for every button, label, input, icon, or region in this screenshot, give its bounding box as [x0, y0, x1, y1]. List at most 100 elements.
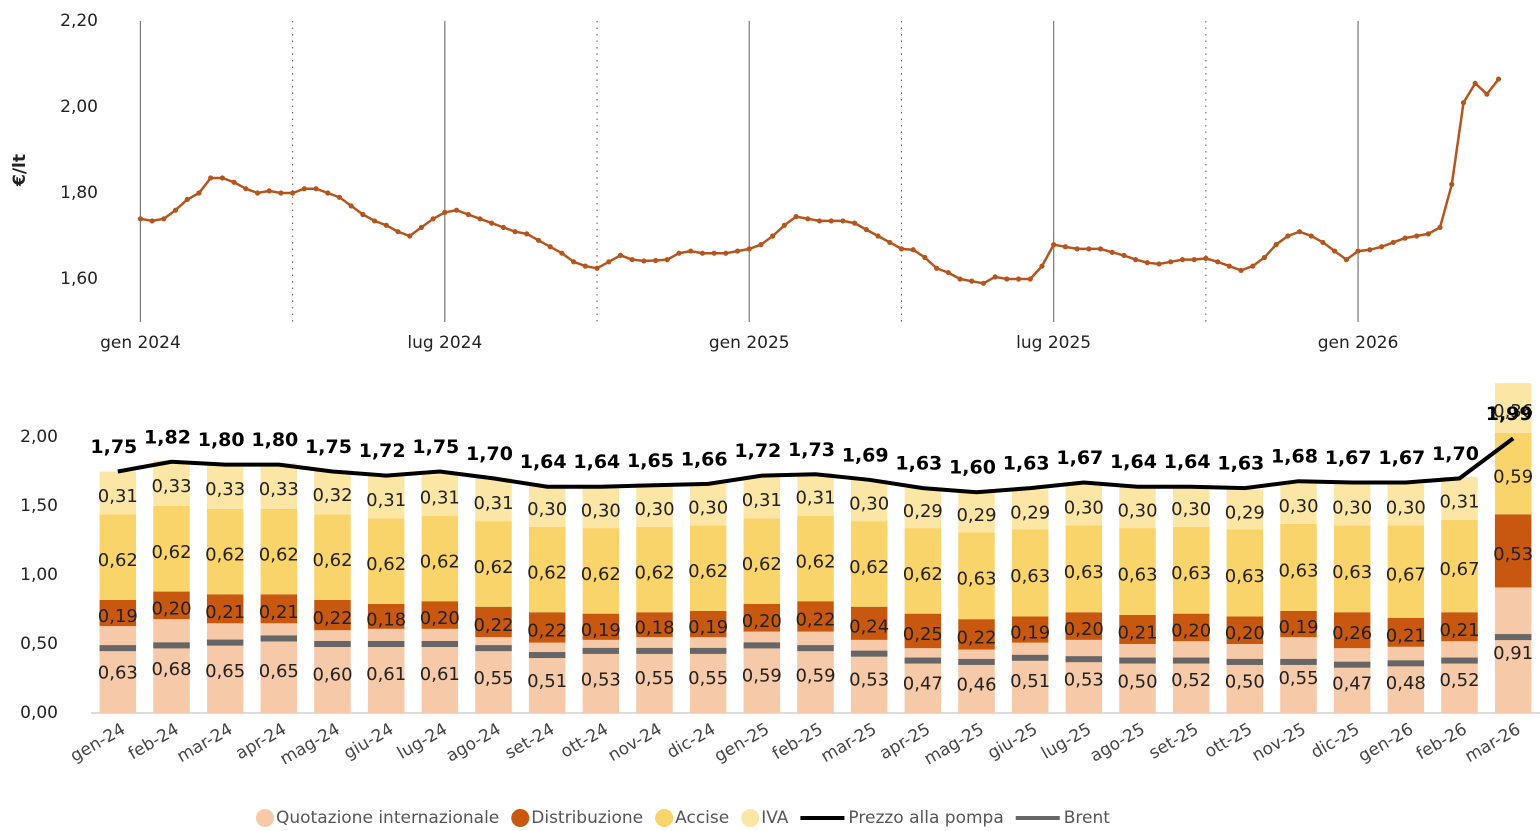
price-point: [278, 190, 284, 196]
price-point: [1168, 259, 1174, 265]
data-label: 0,63: [1117, 565, 1157, 586]
price-point: [1051, 242, 1057, 248]
price-point: [805, 216, 811, 222]
bar-segment: [1172, 485, 1210, 527]
x-tick-label: nov-24: [605, 719, 666, 766]
data-label: 0,53: [1493, 544, 1533, 565]
bar-segment: [1280, 523, 1317, 611]
bar-segment: [1441, 519, 1478, 613]
price-point: [243, 186, 249, 192]
price-point: [816, 218, 823, 224]
x-tick-label: lug 2024: [407, 333, 482, 353]
data-label: 0,59: [742, 665, 782, 686]
price-point: [407, 233, 413, 239]
data-label: 0,21: [259, 602, 299, 623]
data-label: 0,22: [312, 608, 352, 629]
price-point: [664, 257, 670, 263]
price-point: [231, 179, 237, 185]
x-tick-label: mag-24: [277, 719, 344, 769]
bar-segment: [528, 485, 566, 527]
bar-segment: [367, 518, 405, 604]
bar-segment: [528, 526, 566, 613]
bar-segment: [1333, 648, 1371, 713]
brent-marker: [1011, 654, 1049, 661]
price-point: [348, 203, 354, 209]
data-label: 0,62: [795, 551, 835, 572]
price-point: [770, 233, 776, 239]
bar-segment: [1226, 489, 1264, 530]
brent-marker: [421, 641, 459, 647]
x-tick-label: feb-24: [125, 719, 183, 764]
price-point: [313, 186, 319, 192]
data-label: 0,21: [205, 602, 245, 623]
bar-segment: [1333, 525, 1371, 613]
price-point: [945, 269, 951, 276]
price-point: [781, 222, 787, 228]
price-point: [1121, 252, 1127, 258]
brent-marker: [1441, 657, 1478, 664]
data-label: 0,63: [98, 663, 138, 684]
price-point: [1472, 80, 1478, 86]
price-point: [149, 218, 155, 224]
price-point: [1109, 249, 1115, 255]
price-point: [512, 229, 518, 235]
price-point: [360, 211, 366, 218]
data-label: 0,48: [1386, 673, 1426, 694]
bar-segment: [1280, 610, 1317, 638]
y-tick-label: 1,50: [20, 496, 58, 516]
price-point: [1250, 263, 1256, 269]
bar-segment: [528, 612, 566, 643]
price-point: [1425, 231, 1431, 237]
x-tick-label: lug-25: [1038, 719, 1095, 763]
bar-segment: [260, 508, 298, 595]
bar-segment: [689, 525, 727, 611]
price-label: 1,64: [573, 451, 620, 473]
price-point: [442, 209, 448, 215]
price-point: [992, 274, 998, 280]
price-point: [1062, 244, 1068, 250]
x-tick-label: mar-26: [1462, 719, 1525, 767]
legend-swatch: [511, 809, 530, 827]
price-point: [582, 263, 588, 269]
bar-segment: [421, 601, 459, 629]
bar-segment: [1011, 616, 1049, 643]
data-label: 0,55: [473, 668, 513, 689]
data-label: 0,51: [527, 671, 567, 692]
brent-marker: [904, 657, 942, 664]
bar-segment: [958, 492, 995, 533]
price-point: [1460, 100, 1467, 106]
data-label: 0,24: [849, 616, 889, 637]
bar-segment: [582, 486, 620, 529]
bar-segment: [958, 619, 995, 650]
price-point: [1261, 254, 1268, 261]
price-point: [524, 231, 530, 237]
price-point: [1179, 257, 1186, 263]
brent-marker: [528, 652, 566, 659]
price-point: [219, 175, 225, 181]
data-label: 0,26: [1332, 623, 1372, 644]
data-label: 0,62: [903, 564, 943, 585]
bar-segment: [904, 528, 942, 614]
bar-segment: [314, 599, 351, 631]
brent-marker: [1119, 657, 1156, 664]
x-tick-label: ott-25: [1201, 719, 1256, 762]
legend-label: Distribuzione: [531, 808, 643, 828]
data-label: 0,25: [903, 624, 943, 645]
data-label: 0,29: [956, 505, 996, 526]
bar-segment: [1387, 646, 1425, 713]
bar-segment: [743, 603, 781, 632]
data-label: 0,62: [151, 542, 191, 563]
price-label: 1,64: [1164, 451, 1211, 473]
x-tick-label: gen-25: [711, 719, 773, 766]
bar-segment: [153, 506, 190, 592]
data-label: 0,62: [205, 545, 245, 566]
bar-segment: [904, 488, 942, 529]
price-point: [1074, 246, 1080, 252]
price-point: [301, 186, 307, 192]
price-point: [1226, 263, 1232, 269]
bar-segment: [1065, 639, 1103, 713]
data-label: 0,62: [688, 561, 728, 582]
brent-marker: [475, 645, 512, 652]
bar-segment: [636, 612, 673, 638]
bar-segment: [1387, 525, 1425, 618]
